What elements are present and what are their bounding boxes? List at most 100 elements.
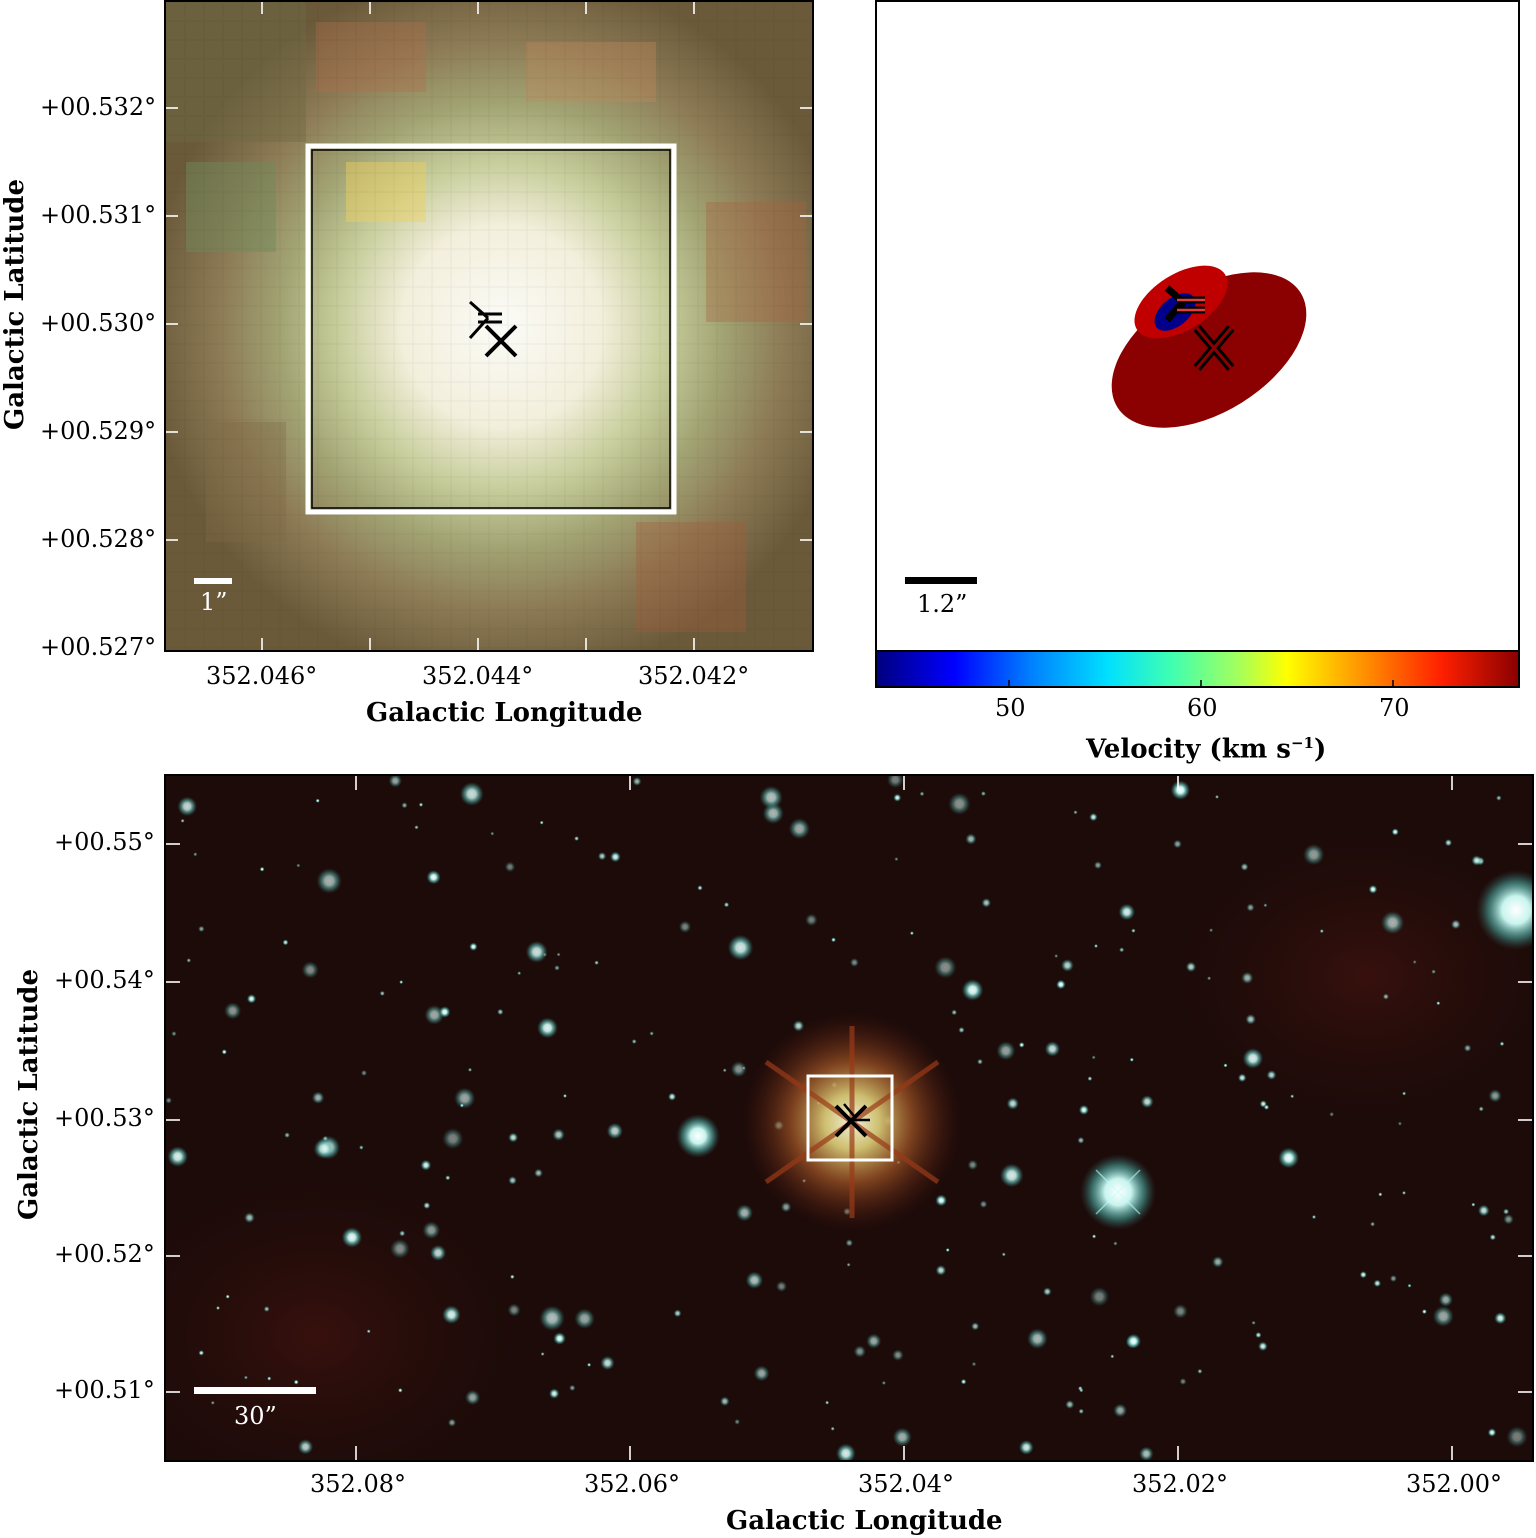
star [166,1097,172,1104]
star [1179,1378,1187,1385]
x-tick-label: 352.04° [858,1470,954,1498]
star [243,1375,248,1380]
star [999,1163,1024,1188]
star [960,1378,967,1385]
star [845,1239,854,1247]
star [534,1168,543,1178]
y-tick-label: +00.55° [54,828,155,856]
colorbar-label: Velocity (km s−1) [1086,734,1327,765]
x-tick-label: 352.02° [1132,1470,1228,1498]
star [311,1091,325,1104]
x-axis-title: Galactic Longitude [726,1506,1003,1536]
star [1432,1305,1454,1327]
star [935,1194,948,1207]
star [1431,969,1436,974]
star [539,820,544,825]
star [263,1306,270,1312]
star [216,1306,220,1310]
star [224,1002,242,1020]
star [424,1005,445,1025]
velocity-map-panel: 1.2” [875,0,1520,652]
star [1499,1041,1505,1047]
star [775,1280,788,1292]
star [313,1138,334,1159]
colorbar-tick-label: 70 [1379,694,1410,722]
star [1246,903,1255,912]
scale-bar-label: 30” [234,1402,277,1430]
star [459,1103,464,1108]
star [881,1380,887,1385]
star [244,1212,255,1224]
star [1370,1221,1376,1227]
star [894,857,899,862]
star [971,1322,980,1331]
star [977,1058,983,1065]
star [1118,903,1136,921]
star [673,1309,682,1318]
star [1078,1408,1084,1414]
star [600,1355,615,1371]
star [909,931,914,936]
star [979,1200,988,1209]
star [1450,919,1461,930]
star [735,1204,754,1222]
star [1001,1252,1006,1257]
star [1494,1312,1507,1325]
star [1056,979,1066,990]
star [445,1175,451,1181]
star [284,1132,290,1138]
star [935,1265,947,1276]
star [422,1221,441,1240]
star [301,961,319,979]
y-tick-label: +00.51° [54,1376,155,1404]
star [1496,795,1502,801]
y-tick-label: +00.53° [54,1104,155,1132]
wide-field-image [166,776,1532,1460]
star [1241,971,1254,984]
y-tick-label: +00.529° [40,417,157,445]
y-axis-title-wrap: Galactic Latitude [0,179,130,430]
star [569,1384,576,1392]
star [759,785,783,810]
star [537,1017,558,1039]
x-tick-label: 352.046° [206,662,318,690]
y-tick-label: +00.530° [40,309,157,337]
y-axis-title: Galactic Latitude [0,178,30,430]
star [177,796,198,817]
star [1471,1202,1476,1207]
star [1215,794,1219,799]
star [587,1362,592,1367]
star [552,1128,565,1141]
star [1436,1001,1441,1006]
scale-bar [905,577,977,584]
star [1043,1287,1052,1296]
star [1373,1279,1382,1288]
star [1412,960,1417,964]
star [893,793,902,802]
star [1113,1241,1118,1246]
star [1444,839,1453,847]
star [418,802,424,807]
star [1402,1190,1406,1195]
star [1368,884,1378,894]
star [508,1132,519,1143]
star [892,1427,912,1447]
star [1093,861,1102,870]
star [1126,1333,1142,1349]
star [399,980,404,985]
star [315,798,320,803]
star [246,994,257,1004]
star [1237,1073,1247,1083]
star [967,1159,978,1171]
star [951,1009,958,1016]
velocity-map [905,265,1307,584]
star [259,866,265,872]
star [1185,961,1197,973]
star [996,1041,1016,1061]
star [1488,1089,1502,1103]
star [388,776,402,788]
star [631,1039,637,1044]
star [741,1066,746,1071]
star [554,965,560,971]
star [1089,1286,1110,1307]
